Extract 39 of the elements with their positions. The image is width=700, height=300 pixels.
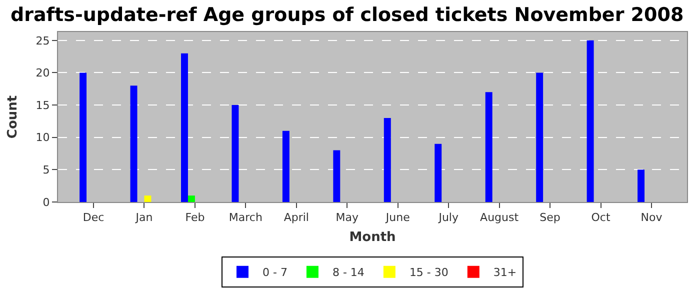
legend-label: 8 - 14 [332, 266, 364, 280]
y-tick-label: 20 [36, 66, 50, 80]
bar [384, 118, 391, 202]
x-tick-label: June [384, 211, 410, 224]
x-tick-label: May [336, 211, 359, 224]
y-tick-label: 5 [42, 164, 50, 177]
x-tick-label: March [228, 211, 262, 224]
legend-label: 31+ [493, 266, 517, 280]
x-tick-label: July [438, 211, 459, 224]
x-tick-label: Feb [185, 211, 205, 224]
bar [144, 196, 152, 202]
bar [333, 150, 340, 202]
bar [181, 53, 188, 202]
chart-title: drafts-update-ref Age groups of closed tickets November 2008 [10, 4, 684, 26]
bar [638, 170, 645, 202]
x-tick-label: Nov [640, 211, 663, 224]
x-tick-label: Oct [591, 211, 611, 224]
x-tick-label: Jan [134, 211, 153, 224]
bar [130, 86, 138, 202]
bar [188, 196, 195, 202]
bar [485, 92, 492, 202]
x-tick-label: April [284, 211, 309, 224]
x-axis-title: Month [349, 230, 396, 245]
x-tick-label: August [480, 211, 520, 224]
legend-label: 15 - 30 [409, 266, 448, 280]
bar [232, 105, 239, 202]
bar [586, 40, 594, 202]
x-tick-label: Sep [540, 211, 560, 224]
y-tick-label: 0 [42, 196, 50, 209]
bar [536, 72, 544, 202]
y-tick-label: 25 [36, 34, 50, 48]
bar [80, 72, 87, 202]
bar [282, 130, 290, 202]
y-axis-title: Count [6, 95, 21, 139]
y-tick-label: 10 [36, 131, 50, 144]
legend-label: 0 - 7 [262, 266, 288, 280]
x-tick-label: Dec [82, 211, 104, 224]
y-tick-label: 15 [36, 98, 50, 112]
bar [434, 144, 442, 202]
